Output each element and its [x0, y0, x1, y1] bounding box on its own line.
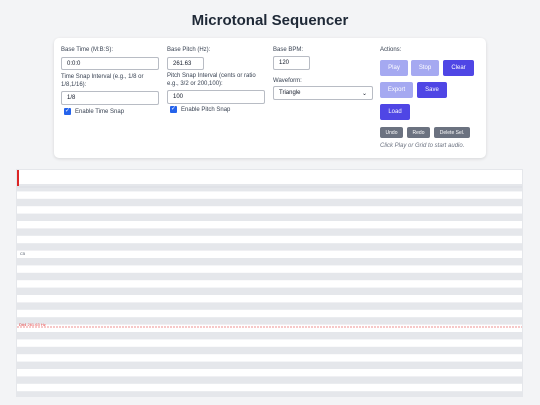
export-button[interactable]: Export	[380, 82, 413, 98]
base-time-input[interactable]: 0:0:0	[61, 57, 159, 70]
undo-button[interactable]: Undo	[380, 127, 403, 138]
pitch-snap-label-line2: e.g., 3/2 or 200,100):	[167, 81, 223, 87]
redo-button[interactable]: Redo	[407, 127, 430, 138]
grid-row-stripe	[17, 184, 522, 192]
stop-button[interactable]: Stop	[411, 60, 439, 76]
enable-pitch-snap-label: Enable Pitch Snap	[181, 106, 231, 113]
actions-label: Actions:	[380, 47, 402, 53]
base-note-name: D#4	[19, 322, 27, 327]
waveform-select[interactable]: Triangle ⌄	[273, 86, 373, 100]
checkmark-icon: ✓	[170, 106, 177, 113]
play-button[interactable]: Play	[380, 60, 408, 76]
grid-row-stripe	[17, 198, 522, 207]
base-bpm-label: Base BPM:	[273, 47, 304, 53]
grid-row-stripe	[17, 391, 522, 396]
pitch-snap-input[interactable]: 100	[167, 90, 265, 104]
enable-pitch-snap-checkbox[interactable]: ✓ Enable Pitch Snap	[170, 106, 230, 113]
sequencer-grid[interactable]: C5 D#4 261.63 Hz	[16, 169, 523, 397]
checkmark-icon: ✓	[64, 108, 71, 115]
clear-button[interactable]: Clear	[443, 60, 474, 76]
base-bpm-input[interactable]: 120	[273, 56, 310, 70]
grid-row-stripe	[17, 332, 522, 340]
enable-time-snap-label: Enable Time Snap	[75, 108, 125, 115]
grid-row-stripe	[17, 243, 522, 251]
grid-row-stripe	[17, 361, 522, 369]
grid-row-stripe	[17, 258, 522, 266]
time-snap-input[interactable]: 1/8	[61, 91, 159, 105]
playhead	[17, 170, 19, 186]
grid-row-stripe	[17, 213, 522, 221]
base-pitch-row-label: D#4 261.63 Hz	[19, 322, 46, 327]
grid-row-stripe	[17, 317, 522, 325]
controls-panel: Base Time (M:B:S): 0:0:0 Time Snap Inter…	[54, 38, 486, 158]
base-pitch-label: Base Pitch (Hz):	[167, 47, 211, 53]
pitch-snap-label-line1: Pitch Snap Interval (cents or ratio	[167, 73, 256, 79]
delete-selection-button[interactable]: Delete Sel.	[434, 127, 470, 138]
grid-row-stripe	[17, 272, 522, 281]
time-snap-label-line2: 1/8,1/16):	[61, 82, 87, 88]
audio-hint-text: Click Play or Grid to start audio.	[380, 143, 465, 149]
enable-time-snap-checkbox[interactable]: ✓ Enable Time Snap	[64, 108, 124, 115]
note-label-c5: C5	[20, 251, 26, 256]
load-button[interactable]: Load	[380, 104, 410, 120]
waveform-value: Triangle	[279, 90, 301, 96]
grid-row-stripe	[17, 302, 522, 310]
time-snap-label-line1: Time Snap Interval (e.g., 1/8 or	[61, 74, 144, 80]
base-time-label: Base Time (M:B:S):	[61, 47, 114, 53]
base-note-hz: 261.63 Hz	[27, 322, 46, 327]
page-title: Microtonal Sequencer	[191, 12, 349, 29]
chevron-down-icon: ⌄	[361, 90, 367, 97]
base-pitch-input[interactable]: 261.63	[167, 57, 204, 70]
grid-row-stripe	[17, 287, 522, 295]
save-button[interactable]: Save	[417, 82, 447, 98]
grid-rows	[17, 184, 522, 396]
waveform-label: Waveform:	[273, 78, 302, 84]
grid-row-stripe	[17, 346, 522, 355]
grid-row-stripe	[17, 376, 522, 384]
grid-row-stripe	[17, 228, 522, 236]
